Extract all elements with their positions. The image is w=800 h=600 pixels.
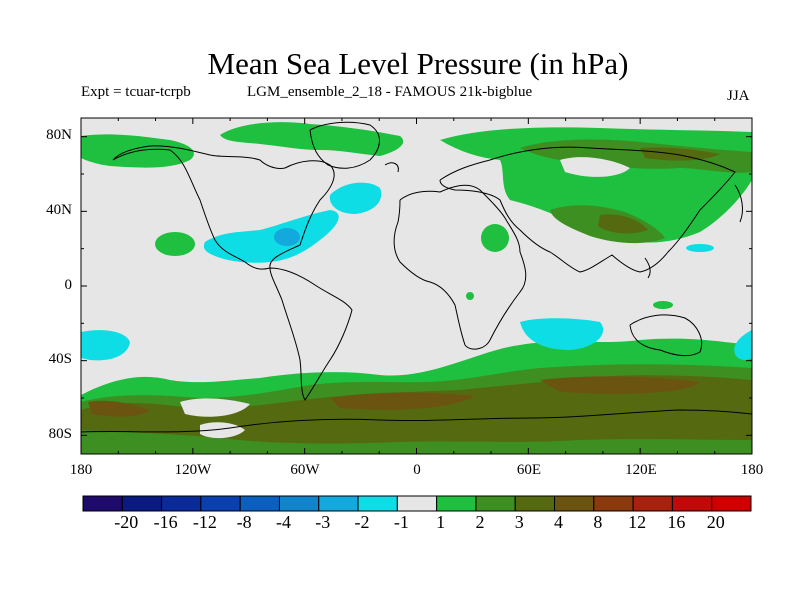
colorbar-swatch (121, 495, 163, 512)
colorbar-swatch (554, 495, 595, 512)
ensemble-label: LGM_ensemble_2_18 - FAMOUS 21k-bigblue (247, 84, 533, 100)
colorbar-label: -2 (354, 512, 370, 532)
southern-core-pacific (88, 400, 150, 417)
experiment-label: Expt = tcuar-tcrpb (81, 84, 191, 100)
colorbar-label: -20 (114, 512, 139, 532)
lon-label-0: 0 (413, 462, 421, 478)
southern-core-atlantic (330, 392, 475, 410)
indonesia-green-patch (653, 301, 673, 309)
colorbar (82, 495, 752, 512)
colorbar-label: -1 (393, 512, 409, 532)
eurasia-mid (520, 139, 752, 173)
caribbean-cyan (203, 210, 339, 263)
antarctic-coast-gap (200, 422, 245, 439)
coastlines (81, 121, 752, 433)
colorbar-label: 4 (554, 512, 564, 532)
colorbar-swatch (711, 495, 752, 512)
map-field (81, 118, 752, 454)
colorbar-label: 2 (475, 512, 485, 532)
colorbar-swatch (239, 495, 280, 512)
west-pacific-cyan-patch (686, 244, 714, 252)
colorbar-swatch (671, 495, 713, 512)
lat-label-80s: 80S (48, 426, 72, 442)
tasman-cyan (734, 330, 752, 360)
season-label: JJA (727, 88, 750, 104)
lon-label-180e: 180 (740, 462, 764, 478)
east-pacific-green-patch (155, 232, 195, 256)
east-asia-core (598, 214, 648, 234)
lon-label-120e: 120E (625, 462, 657, 478)
map-title: Mean Sea Level Pressure (in hPa) (207, 46, 629, 81)
colorbar-label: -3 (315, 512, 331, 532)
south-pacific-gap (180, 398, 250, 417)
axis-ticks (80, 118, 753, 454)
lat-label-40s: 40S (48, 351, 72, 367)
southern-core-indian (540, 376, 700, 394)
arabia-green-patch (481, 224, 509, 252)
colorbar-swatch (514, 495, 556, 512)
colorbar-label: -4 (275, 512, 291, 532)
colorbar-label: 3 (514, 512, 524, 532)
colorbar-swatch (593, 495, 634, 512)
north-atlantic-cyan (329, 182, 382, 214)
lat-label-80n: 80N (46, 127, 72, 143)
colorbar-swatch (82, 495, 123, 512)
colorbar-label: 16 (667, 512, 686, 532)
siberia-core (640, 147, 720, 161)
africa-green-dot (466, 292, 474, 300)
colorbar-swatch (200, 495, 241, 512)
colorbar-swatch (278, 495, 320, 512)
indian-ocean-cyan (520, 318, 604, 350)
lat-label-40n: 40N (46, 202, 72, 218)
colorbar-label: -12 (192, 512, 217, 532)
lon-label-60e: 60E (516, 462, 542, 478)
colorbar-swatch (436, 495, 477, 512)
colorbar-label: 1 (436, 512, 446, 532)
lon-label-120w: 120W (174, 462, 212, 478)
colorbar-swatch (632, 495, 673, 512)
colorbar-swatch (318, 495, 359, 512)
lat-label-0: 0 (64, 277, 73, 293)
colorbar-swatch (396, 495, 438, 512)
caribbean-core (274, 228, 300, 246)
colorbar-label: -16 (153, 512, 178, 532)
colorbar-label: 20 (706, 512, 725, 532)
colorbar-swatch (161, 495, 202, 512)
colorbar-label: 12 (628, 512, 647, 532)
lon-label-180w: 180 (69, 462, 93, 478)
colorbar-swatch (475, 495, 516, 512)
south-pacific-cyan (81, 330, 130, 361)
colorbar-label: -8 (236, 512, 252, 532)
lon-label-60w: 60W (290, 462, 320, 478)
arctic-ocean-gap (560, 157, 630, 177)
colorbar-swatch (357, 495, 398, 512)
colorbar-label: 8 (593, 512, 603, 532)
